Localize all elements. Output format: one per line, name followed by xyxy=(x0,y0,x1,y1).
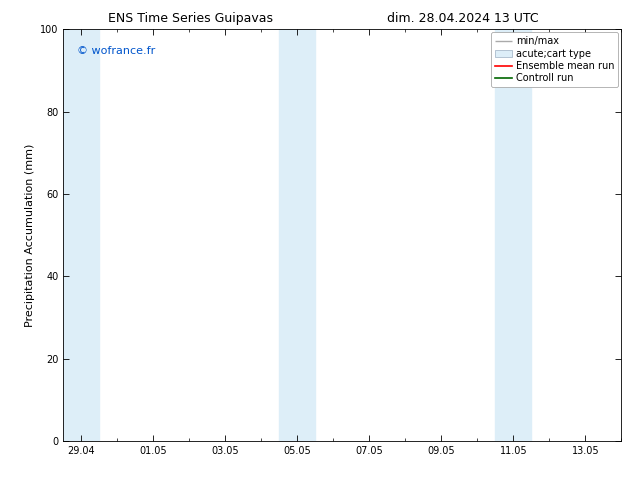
Bar xyxy=(495,29,531,441)
Bar xyxy=(63,29,100,441)
Text: © wofrance.fr: © wofrance.fr xyxy=(77,46,155,56)
Text: ENS Time Series Guipavas: ENS Time Series Guipavas xyxy=(108,12,273,25)
Y-axis label: Precipitation Accumulation (mm): Precipitation Accumulation (mm) xyxy=(25,144,35,327)
Text: dim. 28.04.2024 13 UTC: dim. 28.04.2024 13 UTC xyxy=(387,12,539,25)
Legend: min/max, acute;cart type, Ensemble mean run, Controll run: min/max, acute;cart type, Ensemble mean … xyxy=(491,32,618,87)
Bar xyxy=(280,29,315,441)
